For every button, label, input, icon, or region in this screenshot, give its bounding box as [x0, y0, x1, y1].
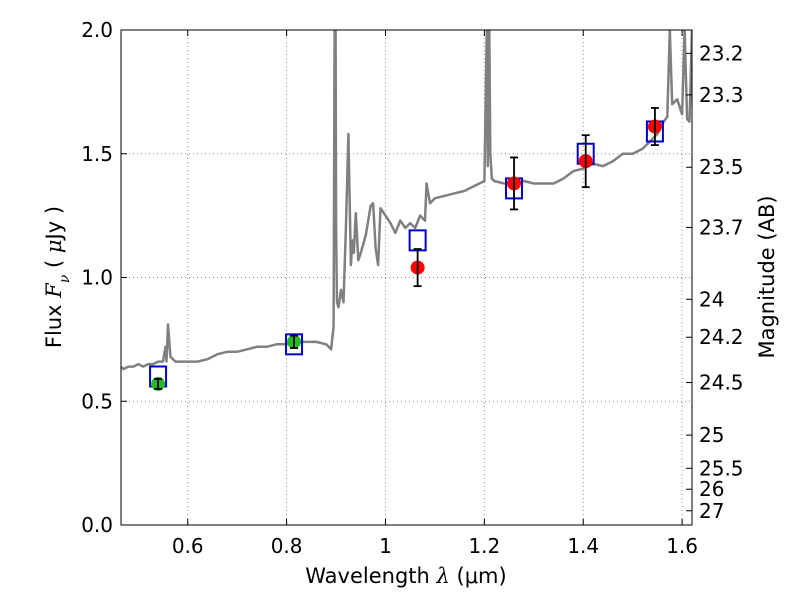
mag-tick-label: 23.2 [699, 41, 744, 65]
grid-lines [121, 29, 692, 526]
y2-axis-label: Magnitude (AB) [755, 195, 779, 358]
y-tick-label: 1.5 [81, 142, 113, 166]
x-tick-label: 0.8 [271, 534, 303, 558]
mag-tick-label: 25 [699, 423, 724, 447]
x-tick-label: 1 [379, 534, 392, 558]
mag-tick-label: 26 [699, 477, 724, 501]
mag-tick-label: 24.5 [699, 371, 744, 395]
y-tick-label: 0.0 [81, 513, 113, 537]
y-tick-label: 2.0 [81, 18, 113, 42]
mag-tick-label: 23.5 [699, 155, 744, 179]
mag-tick-label: 24 [699, 287, 724, 311]
y-tick-label: 0.5 [81, 389, 113, 413]
mag-tick-label: 24.2 [699, 325, 744, 349]
observed-series [151, 107, 662, 391]
x-axis-label: Wavelength λ (μm) [305, 564, 506, 588]
mag-tick-label: 27 [699, 499, 724, 523]
plot-background [121, 30, 692, 525]
y-axis-label: Flux Fν ( μJy ) [42, 206, 73, 348]
x-tick-label: 0.6 [172, 534, 204, 558]
mag-tick-label: 23.7 [699, 215, 744, 239]
x-tick-label: 1.6 [666, 534, 698, 558]
model-point [285, 333, 304, 356]
x-tick-label: 1.2 [468, 534, 500, 558]
mag-tick-label: 23.3 [699, 83, 744, 107]
mag-tick-label: 25.5 [699, 456, 744, 480]
y-tick-label: 1.0 [81, 266, 113, 290]
x-tick-label: 1.4 [567, 534, 599, 558]
axis-ticks: 0.6 0.8 1 1.2 1.4 1.6 0.0 0.5 1.0 1.5 2.0 23.2 23.3 2… [81, 18, 743, 558]
